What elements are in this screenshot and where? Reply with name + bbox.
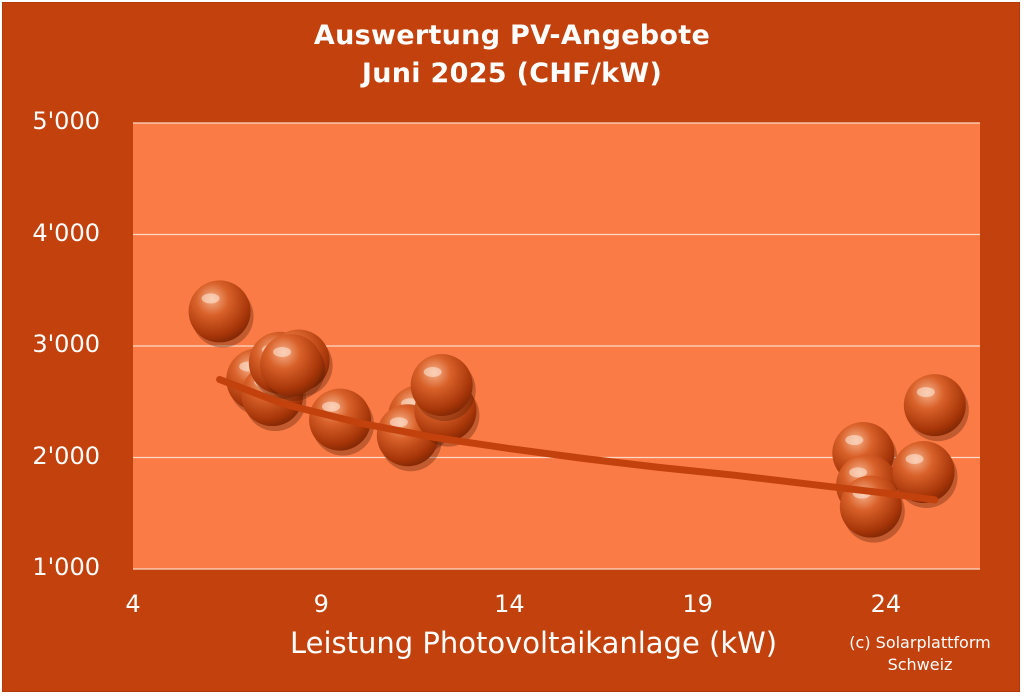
data-point bbox=[260, 333, 326, 401]
y-tick-label: 1'000 bbox=[32, 553, 100, 581]
x-tick-label: 24 bbox=[870, 590, 902, 618]
trendline bbox=[216, 376, 939, 504]
x-tick-label: 9 bbox=[313, 590, 329, 618]
y-tick-label: 2'000 bbox=[32, 441, 100, 470]
chart-subtitle: Juni 2025 (CHF/kW) bbox=[361, 58, 663, 89]
x-tick-label: 19 bbox=[682, 590, 713, 618]
y-tick-label: 3'000 bbox=[32, 330, 100, 358]
data-points bbox=[188, 280, 969, 543]
data-point bbox=[892, 440, 958, 508]
data-point bbox=[903, 374, 969, 442]
copyright-note: (c) Solarplattform Schweiz bbox=[830, 632, 1010, 676]
y-tick-label: 4'000 bbox=[32, 218, 100, 247]
x-axis-label: Leistung Photovoltaikanlage (kW) bbox=[290, 626, 778, 660]
y-tick-label: 5'000 bbox=[32, 107, 100, 135]
data-point bbox=[410, 354, 476, 422]
data-point bbox=[188, 280, 254, 348]
x-tick-label: 14 bbox=[494, 590, 525, 618]
copyright-line1: (c) Solarplattform bbox=[849, 633, 991, 652]
data-point bbox=[309, 388, 375, 456]
trendline-layer bbox=[216, 376, 939, 504]
chart-title: Auswertung PV-Angebote bbox=[313, 20, 711, 51]
copyright-line2: Schweiz bbox=[887, 655, 953, 674]
x-tick-label: 4 bbox=[125, 590, 141, 618]
